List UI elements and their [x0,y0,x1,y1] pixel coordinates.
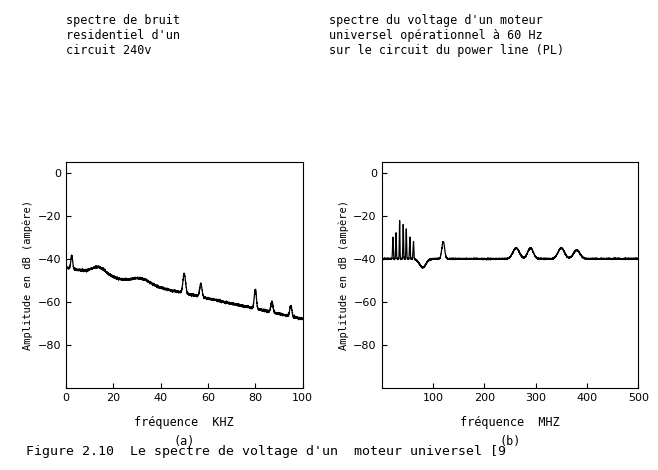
Y-axis label: Amplitude en dB (ampère): Amplitude en dB (ampère) [339,200,349,350]
Y-axis label: Amplitude en dB (ampère): Amplitude en dB (ampère) [23,200,34,350]
Text: spectre de bruit
residentiel d'un
circuit 240v: spectre de bruit residentiel d'un circui… [66,14,180,57]
Text: spectre du voltage d'un moteur
universel opérationnel à 60 Hz
sur le circuit du : spectre du voltage d'un moteur universel… [329,14,564,57]
Text: (b): (b) [499,435,520,448]
Text: fréquence  KHZ: fréquence KHZ [134,416,234,429]
Text: fréquence  MHZ: fréquence MHZ [460,416,560,429]
Text: (a): (a) [174,435,195,448]
Text: Figure 2.10  Le spectre de voltage d'un  moteur universel [9: Figure 2.10 Le spectre de voltage d'un m… [26,445,506,458]
